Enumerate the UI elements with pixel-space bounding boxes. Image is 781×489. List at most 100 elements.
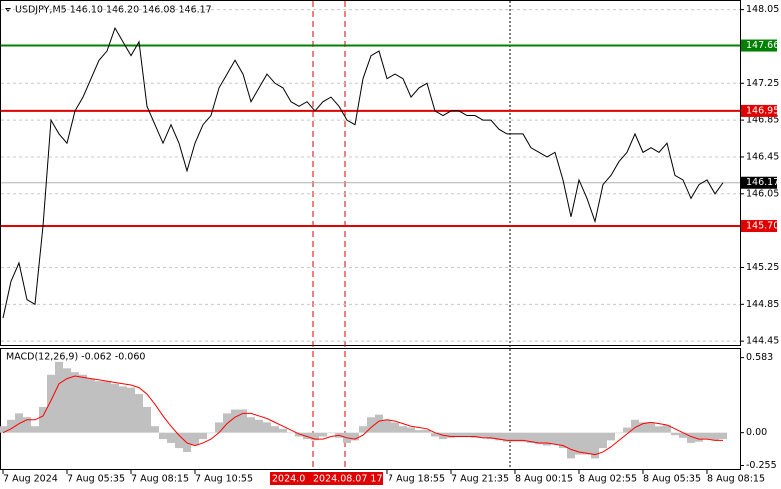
histogram-bar: [359, 426, 367, 433]
histogram-bar: [367, 417, 375, 433]
histogram-bar: [191, 432, 199, 446]
histogram-bar: [311, 432, 319, 441]
histogram-bar: [519, 432, 527, 442]
x-tick-label: 7 Aug 10:55: [195, 474, 253, 485]
last-price-box: [741, 176, 777, 189]
price-pane: [0, 0, 741, 346]
histogram-bar: [79, 374, 87, 433]
histogram-bar: [423, 430, 431, 433]
histogram-bar: [87, 378, 95, 433]
histogram-bar: [23, 417, 31, 433]
histogram-bar: [399, 426, 407, 433]
histogram-bar: [375, 414, 383, 433]
macd-title: MACD(12,26,9) -0.062 -0.060: [6, 352, 145, 363]
x-tick-label: 7 Aug 2024: [3, 474, 58, 485]
histogram-bar: [543, 432, 551, 446]
histogram-bar: [111, 383, 119, 433]
histogram-bar: [383, 419, 391, 433]
y-tick-label: 147.25: [746, 78, 779, 89]
histogram-bar: [159, 432, 167, 440]
histogram-bar: [535, 432, 543, 445]
y-tick-label: 0.583: [746, 352, 773, 363]
histogram-bar: [559, 432, 567, 449]
histogram-bar: [319, 432, 327, 437]
histogram-bar: [487, 432, 495, 440]
y-tick-label: 145.25: [746, 262, 779, 273]
histogram-bar: [7, 419, 15, 433]
x-tick-label: 7 Aug 21:35: [451, 474, 509, 485]
histogram-bar: [327, 432, 335, 434]
histogram-bar: [167, 432, 175, 443]
histogram-bar: [703, 432, 711, 440]
histogram-bar: [103, 381, 111, 433]
histogram-bar: [199, 432, 207, 440]
histogram-bar: [695, 432, 703, 442]
histogram-bar: [207, 432, 215, 434]
level-label: 146.95: [746, 105, 779, 116]
histogram-bar: [279, 428, 287, 433]
x-tick-label: 7 Aug 08:15: [131, 474, 189, 485]
y-tick-label: 146.05: [746, 188, 779, 199]
histogram-bar: [479, 432, 487, 438]
histogram-bar: [223, 413, 231, 433]
series-line: [2, 375, 723, 456]
histogram-bar: [0, 426, 7, 433]
histogram-bar: [407, 427, 415, 433]
histogram-bar: [679, 432, 687, 438]
histogram-bar: [47, 374, 55, 433]
x-tick-label: 7 Aug 18:55: [387, 474, 445, 485]
y-tick-label: -0.255: [746, 460, 777, 471]
histogram-bar: [455, 432, 463, 437]
x-tick-label: 7 Aug 05:35: [67, 474, 125, 485]
histogram-bar: [143, 406, 151, 433]
histogram-bar: [719, 432, 727, 440]
histogram-bar: [495, 432, 503, 441]
histogram-bar: [15, 413, 23, 433]
histogram-bar: [135, 394, 143, 433]
histogram-bar: [471, 432, 479, 438]
x-tick-label: 8 Aug 05:35: [643, 474, 701, 485]
histogram-bar: [271, 426, 279, 433]
level-label-box: [741, 39, 777, 52]
histogram-bar: [39, 406, 47, 433]
x-tick-label: 8 Aug 00:15: [515, 474, 573, 485]
histogram-bar: [503, 432, 511, 442]
histogram-bar: [551, 432, 559, 445]
level-label-box: [741, 104, 777, 117]
histogram-bar: [415, 430, 423, 433]
series-line: [2, 26, 724, 319]
histogram-bar: [527, 432, 535, 443]
last-price-label: 146.17: [746, 177, 779, 188]
histogram-bar: [63, 368, 71, 433]
crosshair-label: 2024.0: [272, 474, 305, 485]
histogram-bar: [511, 432, 519, 442]
level-label-box: [741, 220, 777, 233]
y-tick-label: 146.85: [746, 115, 779, 126]
x-tick-label: 8 Aug 02:55: [579, 474, 637, 485]
crosshair-label-box: [311, 472, 383, 485]
histogram-bar: [623, 427, 631, 433]
y-tick-label: 144.45: [746, 336, 779, 347]
histogram-bar: [247, 417, 255, 433]
chart-title: USDJPY,M5 146.10 146.20 146.08 146.17: [15, 5, 212, 16]
histogram-bar: [655, 426, 663, 433]
histogram-bar: [239, 409, 247, 433]
histogram-bar: [463, 432, 471, 437]
y-tick-label: 144.85: [746, 299, 779, 310]
histogram-bar: [647, 422, 655, 433]
histogram-bar: [639, 422, 647, 433]
histogram-bar: [55, 361, 63, 433]
x-tick-label: 8 Aug 08:15: [707, 474, 765, 485]
crosshair-label: 2024.08.07 17:10: [313, 474, 398, 485]
histogram-bar: [575, 432, 583, 455]
y-tick-label: 0.00: [746, 427, 767, 438]
histogram-bar: [231, 409, 239, 433]
histogram-bar: [151, 426, 159, 433]
histogram-bar: [591, 432, 599, 459]
histogram-bar: [215, 422, 223, 433]
histogram-bar: [439, 432, 447, 440]
histogram-bar: [431, 432, 439, 437]
histogram-bar: [671, 432, 679, 436]
histogram-bar: [583, 432, 591, 455]
histogram-bar: [607, 432, 615, 441]
